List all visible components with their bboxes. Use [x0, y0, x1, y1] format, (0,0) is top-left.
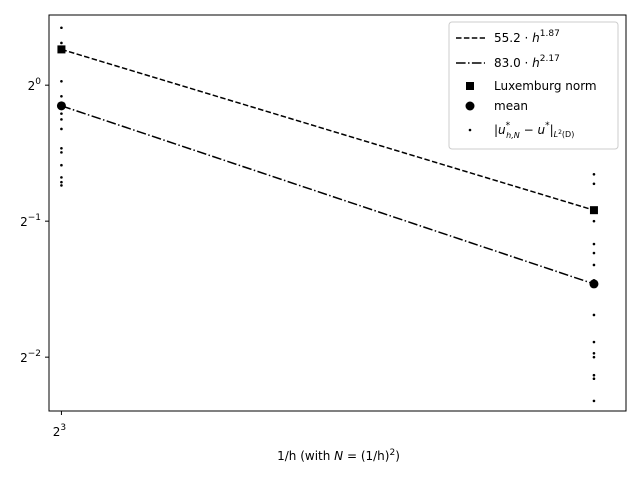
x-tick-label-exp: 3: [60, 423, 66, 433]
legend-label-sub: h,N: [506, 131, 520, 140]
mean-marker-0: [56, 101, 66, 111]
samples-point-25: [592, 351, 596, 355]
samples-point-16: [592, 182, 596, 186]
samples-point-24: [592, 340, 596, 344]
y-tick-label-exp: −2: [28, 349, 41, 359]
samples-point-29: [592, 399, 596, 403]
samples-point-2: [60, 49, 63, 53]
legend-handle-samples: [468, 128, 472, 132]
y-tick-label-1: 2−1: [20, 213, 41, 229]
legend-label-coef: 55.2 ·: [494, 31, 532, 45]
plot-area: [56, 26, 599, 403]
x-axis-label-sup: 2: [389, 448, 395, 458]
y-tick-label-base: 2: [20, 351, 28, 365]
axes-frame: [48, 14, 627, 412]
series-group: [56, 26, 599, 403]
samples-point-26: [592, 355, 596, 359]
legend-label-samples: |u* h,N − u*|L2(D): [494, 121, 574, 140]
samples-point-10: [60, 151, 63, 154]
samples-point-4: [60, 94, 63, 98]
y-tick-label-exp: −1: [28, 213, 41, 223]
legend-label-bar: |: [494, 123, 498, 137]
legend-label-fit-mean: 83.0 · h2.17: [494, 54, 560, 70]
x-tick-label-base: 2: [53, 425, 61, 439]
samples-point-20: [592, 263, 596, 267]
x-axis-label-var: N: [334, 449, 343, 463]
x-axis-label-pre: 1/h (with: [277, 449, 334, 463]
legend-label-fit-luxemburg: 55.2 · h1.87: [494, 29, 560, 45]
luxemburg-marker-1: [589, 206, 598, 215]
samples-point-3: [60, 79, 63, 83]
luxemburg-marker-0: [57, 45, 66, 54]
samples-point-8: [60, 127, 63, 131]
samples-point-21: [592, 278, 596, 282]
mean-marker-1: [589, 279, 599, 289]
samples-point-0: [60, 26, 63, 30]
samples-point-22: [592, 284, 596, 287]
samples-point-15: [592, 172, 596, 176]
samples-point-9: [60, 146, 63, 150]
legend-label-u2: u: [537, 123, 545, 137]
samples-point-27: [592, 373, 596, 377]
x-axis-label-eq: = (1/h): [343, 449, 389, 463]
legend-label-normsup: 2: [558, 129, 562, 136]
x-axis-label-post: ): [395, 449, 400, 463]
legend-label-u: u: [498, 123, 506, 137]
legend-label-coef: 83.0 ·: [494, 56, 532, 70]
samples-point-7: [60, 118, 63, 121]
samples-point-23: [592, 313, 596, 317]
samples-point-19: [592, 251, 596, 255]
x-tick-label-0: 23: [53, 423, 66, 439]
legend-label-exp: 1.87: [540, 29, 560, 39]
x-axis-label: 1/h (with N = (1/h)2): [277, 448, 400, 463]
samples-point-5: [60, 102, 63, 105]
legend-label-sup: *: [506, 121, 511, 131]
legend-label-norm: L: [554, 130, 558, 139]
legend-label-bar2: |: [550, 123, 554, 137]
legend-label-var: h: [532, 31, 540, 45]
samples-point-28: [592, 377, 596, 381]
y-tick-label-2: 2−2: [20, 349, 41, 365]
legend-handle-luxemburg: [466, 82, 474, 90]
samples-point-17: [592, 219, 596, 223]
y-tick-label-base: 2: [28, 79, 36, 93]
legend-label-exp: 2.17: [540, 54, 560, 64]
fit-luxemburg-line: [61, 48, 595, 211]
legend-label-sup2: *: [545, 121, 550, 131]
legend-handle-mean: [465, 101, 475, 111]
samples-point-18: [592, 242, 596, 246]
legend-label-normpost: (D): [562, 130, 574, 139]
samples-point-13: [60, 180, 63, 184]
legend-label-var: h: [532, 56, 540, 70]
legend-label-minus: −: [520, 123, 538, 137]
samples-point-12: [60, 176, 63, 179]
y-tick-label-exp: 0: [35, 77, 41, 87]
samples-point-11: [60, 163, 63, 167]
legend-label-luxemburg: Luxemburg norm: [494, 79, 597, 93]
y-tick-label-base: 2: [20, 215, 28, 229]
legend-box: [448, 21, 619, 150]
legend-label-mean: mean: [494, 99, 528, 113]
samples-point-14: [60, 184, 63, 187]
samples-point-6: [60, 112, 63, 115]
samples-point-1: [60, 41, 63, 45]
fit-mean-line: [61, 105, 595, 285]
y-tick-label-0: 20: [28, 77, 42, 93]
